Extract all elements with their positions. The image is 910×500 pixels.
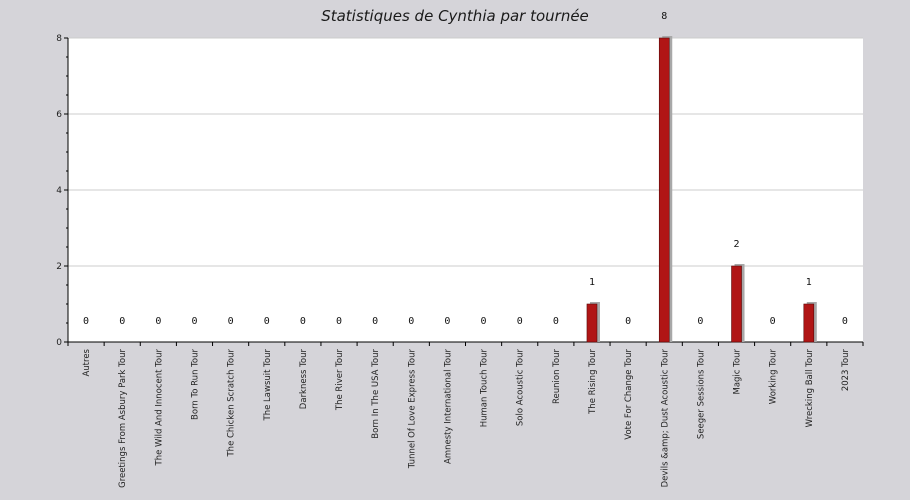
data-label: 0 [517, 316, 523, 327]
y-tick-label: 2 [56, 262, 62, 272]
category-label: Wrecking Ball Tour [805, 349, 815, 428]
bar [803, 303, 815, 343]
category-label: Born In The USA Tour [371, 349, 381, 439]
bar [586, 303, 598, 343]
data-label: 2 [734, 239, 740, 250]
category-label: Autres [82, 348, 92, 376]
category-label: Devils &amp; Dust Acoustic Tour [660, 348, 670, 487]
category-label: The River Tour [335, 349, 345, 412]
bar [658, 37, 670, 343]
data-label: 0 [300, 316, 306, 327]
data-label: 0 [155, 316, 161, 327]
bar [731, 265, 742, 343]
y-tick-label: 8 [56, 34, 62, 44]
category-label: Darkness Tour [299, 349, 309, 410]
data-label: 0 [770, 316, 776, 327]
data-label: 8 [661, 11, 667, 22]
category-label: Working Tour [769, 348, 779, 404]
category-label: Solo Acoustic Tour [516, 349, 526, 427]
category-label: Human Touch Tour [480, 349, 490, 428]
category-label: The Chicken Scratch Tour [227, 349, 237, 458]
axes [64, 37, 864, 346]
data-label: 0 [481, 316, 487, 327]
category-label: Vote For Change Tour [624, 349, 634, 440]
chart-title: Statistiques de Cynthia par tournée [321, 7, 589, 25]
y-tick-label: 6 [56, 110, 62, 120]
data-label: 0 [408, 316, 414, 327]
category-label: The Rising Tour [588, 349, 598, 415]
data-label: 1 [589, 277, 595, 288]
labels: 0 2 4 6 8 0 Autres 0 Greetings From Asbury Park … [56, 11, 851, 488]
category-label: Greetings From Asbury Park Tour [118, 349, 128, 488]
category-label: Magic Tour [733, 349, 743, 395]
data-label: 0 [553, 316, 559, 327]
data-label: 0 [119, 316, 125, 327]
data-label: 0 [83, 316, 89, 327]
category-label: 2023 Tour [841, 349, 851, 392]
category-label: Seeger Sessions Tour [696, 349, 706, 440]
data-label: 0 [697, 316, 703, 327]
data-label: 0 [842, 316, 848, 327]
category-label: Reunion Tour [552, 349, 562, 405]
category-label: Tunnel Of Love Express Tour [407, 349, 417, 470]
data-label: 0 [228, 316, 234, 327]
y-tick-label: 0 [56, 338, 62, 348]
data-label: 0 [444, 316, 450, 327]
y-tick-label: 4 [56, 186, 62, 196]
category-label: The Wild And Innocent Tour [154, 349, 164, 467]
category-label: Amnesty International Tour [443, 349, 453, 464]
grid-lines [68, 37, 863, 267]
category-label: The Lawsuit Tour [263, 348, 273, 421]
data-label: 1 [806, 277, 812, 288]
data-label: 0 [372, 316, 378, 327]
category-label: Born To Run Tour [190, 349, 200, 420]
data-label: 0 [191, 316, 197, 327]
bars [586, 36, 817, 343]
data-label: 0 [625, 316, 631, 327]
data-label: 0 [336, 316, 342, 327]
data-label: 0 [264, 316, 270, 327]
